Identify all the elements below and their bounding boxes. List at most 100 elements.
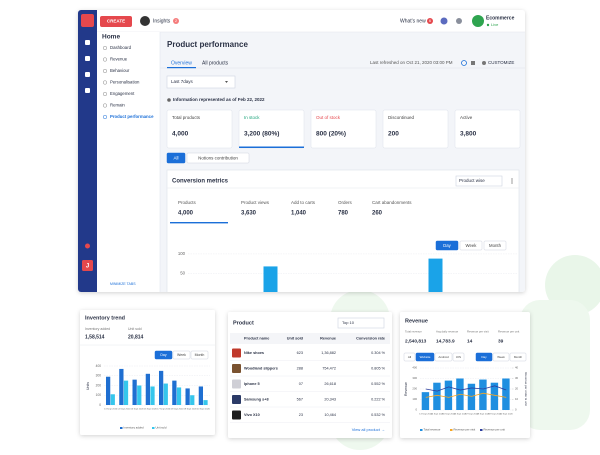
- whats-new[interactable]: What's new: [400, 18, 426, 24]
- bell-icon[interactable]: [456, 18, 462, 24]
- bar: [190, 395, 195, 405]
- x-tick-label: 15 Sept 2020: [442, 413, 456, 416]
- y2-tick-label: 0: [515, 408, 517, 412]
- button[interactable]: [475, 352, 493, 362]
- bar: [176, 387, 182, 405]
- download-icon[interactable]: [471, 61, 475, 65]
- stat-label: Inventory added: [85, 327, 110, 331]
- table-cell: 10,464: [324, 413, 336, 417]
- card-title: Revenue: [405, 318, 428, 324]
- caret: [225, 81, 228, 83]
- metric-value: 260: [372, 211, 383, 217]
- logo[interactable]: [81, 14, 94, 27]
- bar: [467, 383, 476, 410]
- nav-item[interactable]: Remain: [110, 103, 125, 108]
- decoration: [520, 300, 590, 430]
- legend-label: Unit sold: [156, 426, 167, 430]
- nav-item[interactable]: Engagement: [110, 91, 135, 96]
- nav-icon: [102, 114, 108, 120]
- button[interactable]: [492, 352, 510, 362]
- button[interactable]: [509, 352, 527, 362]
- thumbnail: [232, 410, 241, 420]
- table-cell: 1,36,882: [321, 351, 336, 355]
- kebab[interactable]: [511, 178, 513, 180]
- legend-swatch: [120, 427, 123, 429]
- bar: [145, 373, 151, 405]
- side-icon[interactable]: [85, 40, 90, 45]
- nav-item[interactable]: Revenue: [110, 57, 128, 62]
- minimize-tabs[interactable]: MINIMIZE TABS: [110, 282, 136, 286]
- tab[interactable]: All products: [202, 60, 229, 66]
- gear-icon[interactable]: [482, 61, 486, 65]
- metric-underline: [170, 222, 228, 224]
- metric-value: 3,630: [241, 211, 257, 217]
- line: [425, 392, 507, 398]
- thumbnail: [232, 364, 241, 373]
- x-tick-label: 15 Sept 2020: [131, 408, 145, 411]
- table-cell: 23: [299, 413, 303, 417]
- button[interactable]: [186, 152, 250, 164]
- profile-badge[interactable]: [82, 260, 93, 271]
- account-name[interactable]: Ecommerce: [486, 15, 515, 21]
- x-tick-label: 17 Sept 2020: [157, 408, 171, 411]
- bar: [158, 370, 164, 405]
- stat-value: 800 (20%): [316, 131, 346, 138]
- nav-item[interactable]: Dashboard: [110, 45, 132, 50]
- side-icon[interactable]: [85, 88, 90, 93]
- side-icon[interactable]: [85, 243, 90, 249]
- dropdown[interactable]: [337, 317, 385, 329]
- view-all-link[interactable]: View all product →: [352, 427, 385, 432]
- insights-label[interactable]: Insights: [153, 18, 171, 24]
- y-axis-title: Revenue: [404, 382, 408, 396]
- button-label: Day: [160, 353, 166, 357]
- stat-card: [454, 109, 521, 149]
- button[interactable]: [154, 350, 173, 360]
- tab[interactable]: Overview: [171, 60, 192, 66]
- legend-swatch: [480, 429, 483, 431]
- column-header: Conversion rate: [356, 337, 385, 341]
- page-title: Product performance: [167, 40, 248, 49]
- button[interactable]: [434, 352, 453, 362]
- nav-icon: [102, 68, 108, 74]
- button[interactable]: [403, 352, 416, 362]
- kebab[interactable]: [511, 182, 513, 184]
- button[interactable]: [435, 240, 459, 251]
- date-dropdown[interactable]: [166, 75, 236, 89]
- kebab[interactable]: [511, 180, 513, 182]
- account-avatar[interactable]: [472, 15, 484, 27]
- legend-label: Revenue per visit: [454, 428, 476, 432]
- bar: [433, 382, 441, 410]
- conversion-card: [166, 169, 520, 292]
- status-dot: [486, 23, 490, 27]
- side-icon[interactable]: [85, 72, 90, 77]
- legend-swatch: [152, 427, 155, 429]
- button[interactable]: [459, 240, 483, 251]
- stat-value: 39: [498, 338, 504, 344]
- button-label: Website: [420, 355, 431, 359]
- stat-value: 3,200 (80%): [244, 131, 279, 138]
- button[interactable]: [483, 240, 507, 251]
- y-tick-label: 200: [412, 387, 417, 391]
- side-icon[interactable]: [85, 56, 90, 61]
- nav-item[interactable]: Behaviour: [110, 68, 130, 73]
- stat-card: [382, 109, 449, 149]
- button[interactable]: [190, 350, 209, 360]
- nav-item[interactable]: Product performance: [110, 114, 154, 119]
- customize[interactable]: CUSTOMIZE: [488, 60, 514, 65]
- button[interactable]: [166, 152, 186, 164]
- bar: [421, 392, 430, 410]
- column-header: Product name: [244, 337, 269, 341]
- button[interactable]: [415, 352, 435, 362]
- table-cell: Iphone 5: [244, 382, 260, 386]
- button[interactable]: [172, 350, 191, 360]
- create-button[interactable]: [100, 16, 132, 27]
- button-label: Week: [466, 243, 478, 248]
- avatar[interactable]: [140, 16, 150, 26]
- dropdown[interactable]: [455, 175, 503, 187]
- nav-item[interactable]: Personalisation: [110, 80, 140, 85]
- refresh-icon[interactable]: [461, 60, 467, 66]
- badge-count: 2: [175, 19, 177, 23]
- help-icon[interactable]: [440, 17, 448, 25]
- button[interactable]: [452, 352, 465, 362]
- metric-label: Orders: [338, 200, 353, 205]
